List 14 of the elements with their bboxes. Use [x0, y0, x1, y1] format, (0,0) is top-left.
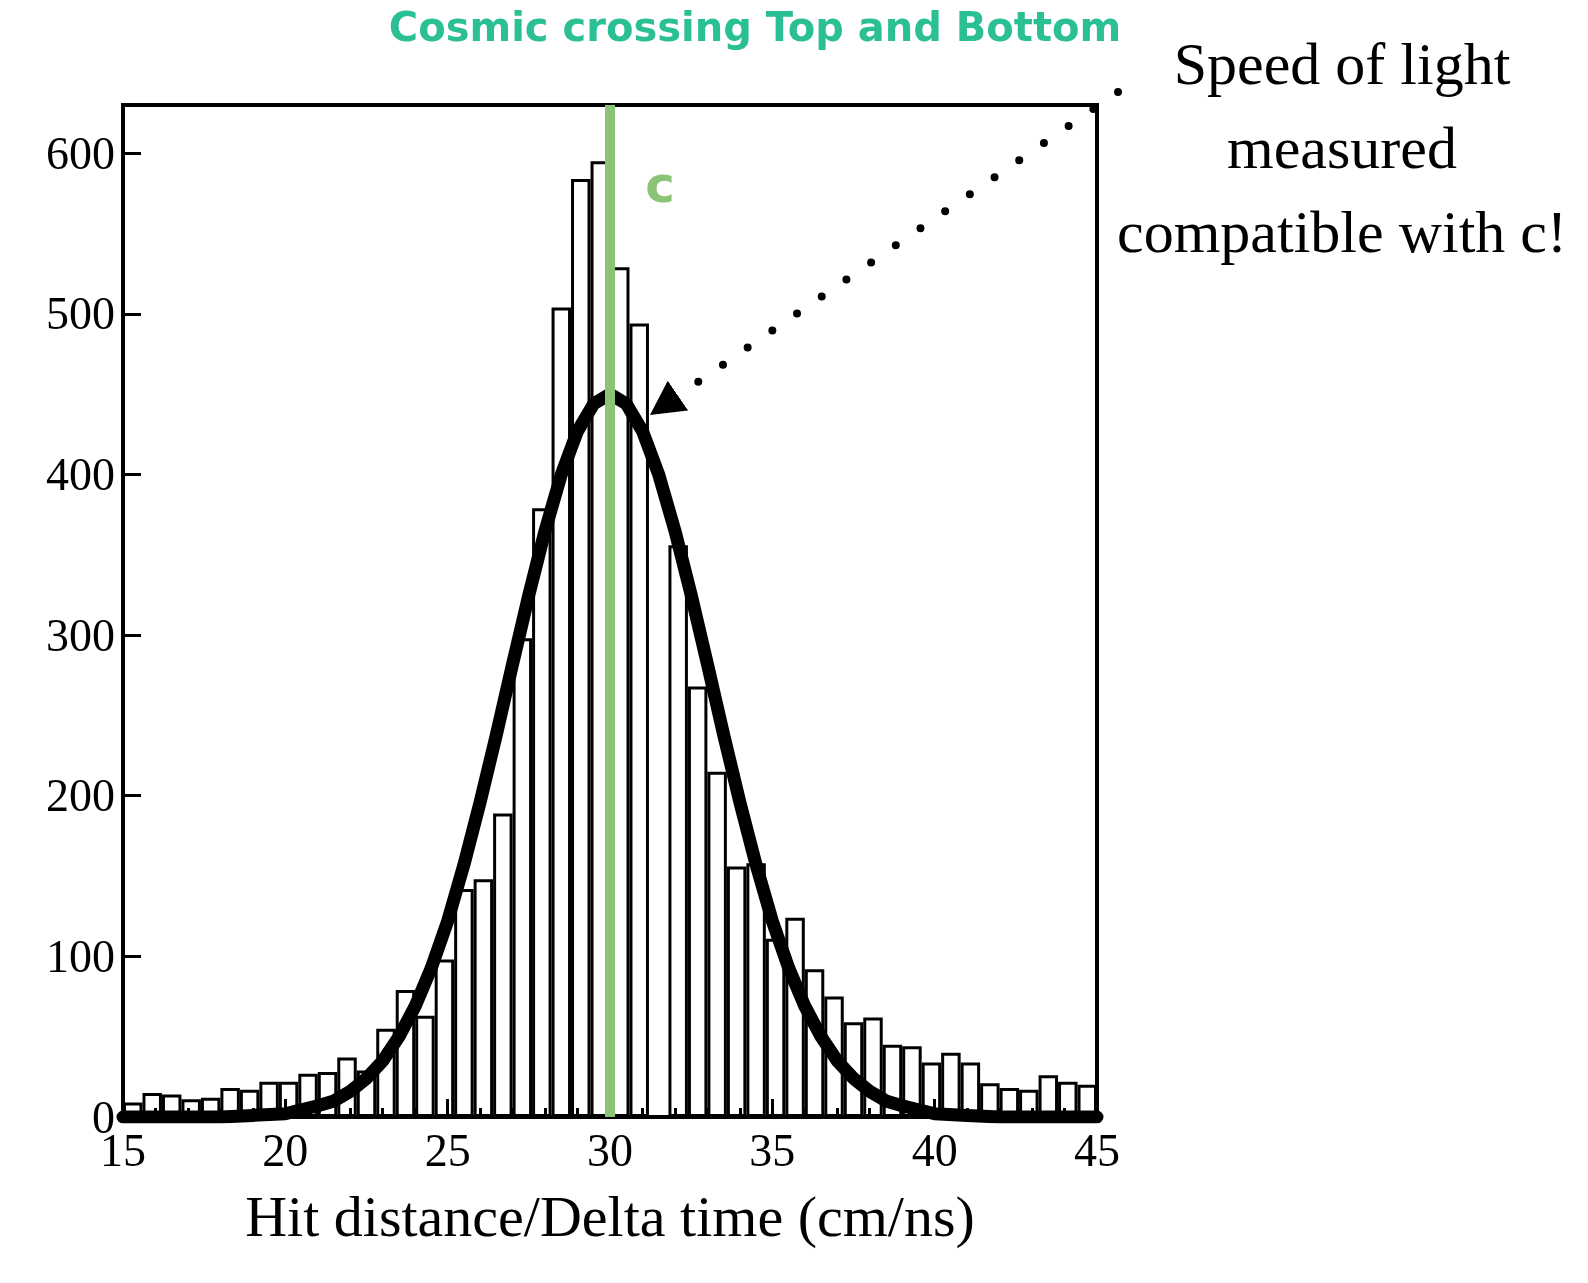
y-tick-label: 600 — [46, 127, 115, 179]
x-tick-label: 20 — [262, 1124, 309, 1176]
y-tick-label: 500 — [46, 288, 115, 340]
x-tick-label: 30 — [587, 1124, 633, 1176]
x-axis-title: Hit distance/Delta time (cm/ns) — [245, 1183, 975, 1249]
y-tick-label: 300 — [46, 609, 115, 661]
x-tick-label: 40 — [911, 1124, 958, 1176]
y-tick-label: 400 — [46, 448, 115, 500]
x-tick-label: 45 — [1074, 1124, 1120, 1176]
y-tick-label: 100 — [46, 930, 115, 982]
x-tick-label: 35 — [749, 1124, 796, 1176]
x-tick-label: 25 — [424, 1124, 471, 1176]
y-tick-label: 200 — [46, 770, 115, 822]
ref-line-label: c — [645, 156, 675, 214]
